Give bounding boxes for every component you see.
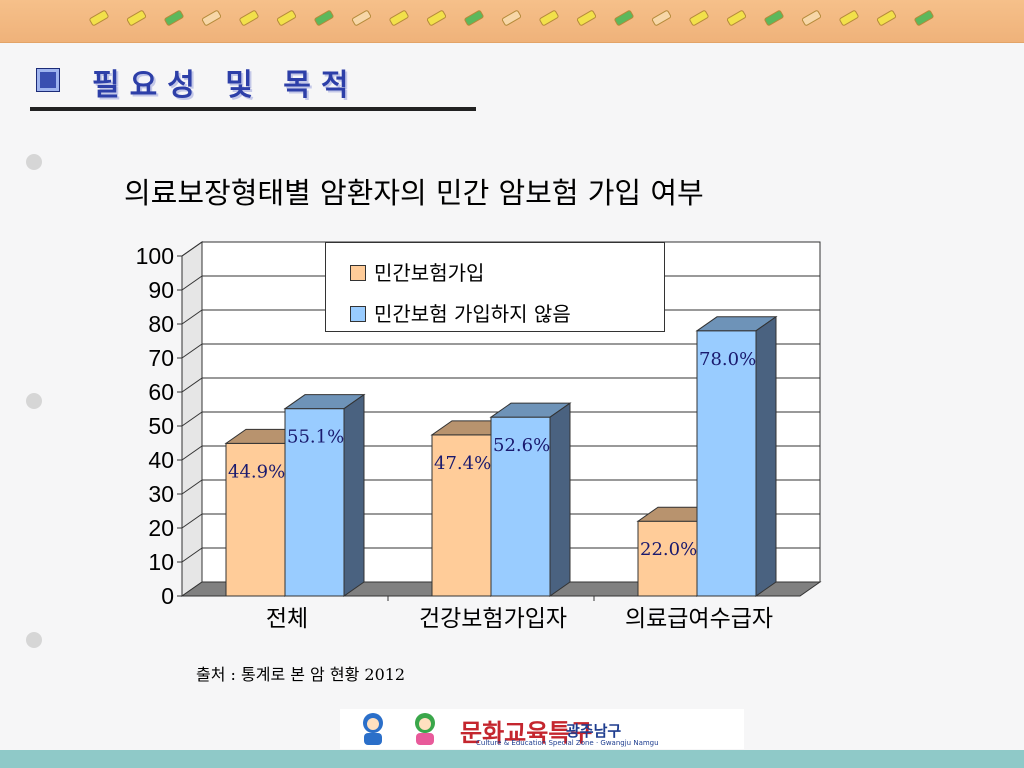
legend-label-insured: 민간보험가입 xyxy=(374,261,485,285)
bar-side-face xyxy=(755,315,777,597)
logo-sub-text: 광주남구 xyxy=(566,722,622,740)
gridline-side xyxy=(181,411,203,427)
pencil-icon xyxy=(651,10,672,26)
bullet-dot xyxy=(26,154,42,170)
pencil-icon xyxy=(164,10,184,26)
pencil-icon xyxy=(726,10,747,26)
pencil-icon xyxy=(89,10,109,26)
title-underline xyxy=(30,107,476,111)
bullet-dot xyxy=(26,632,42,648)
y-tick-label: 60 xyxy=(148,379,174,405)
pencil-icon xyxy=(576,10,597,26)
data-label: 47.4% xyxy=(434,453,491,474)
gridline-side xyxy=(181,241,203,257)
bullet-dot xyxy=(26,393,42,409)
y-tick-label: 80 xyxy=(148,311,174,337)
pencil-icon xyxy=(764,10,784,26)
pencil-icon xyxy=(801,10,822,26)
gridline-side xyxy=(181,309,203,325)
bar-not-insured xyxy=(696,330,757,597)
section-title: 필요성 및 목적 xyxy=(92,68,359,103)
x-category-label: 전체 xyxy=(266,606,308,632)
y-tick-label: 0 xyxy=(161,583,174,609)
data-label: 52.6% xyxy=(493,435,550,456)
pencil-icon xyxy=(689,10,709,26)
data-label: 78.0% xyxy=(699,349,756,370)
header-band xyxy=(0,0,1024,43)
bar-insured xyxy=(637,520,698,597)
gridline-side xyxy=(181,445,203,461)
pencil-icon xyxy=(351,10,372,26)
pencil-icon xyxy=(239,10,259,26)
bar-side-face xyxy=(549,402,571,597)
gridline-side xyxy=(181,479,203,495)
pencil-icon xyxy=(201,10,222,26)
legend-item-not-insured: 민간보험 가입하지 않음 xyxy=(350,298,571,327)
x-category-label: 의료급여수급자 xyxy=(625,606,773,632)
y-tick-label: 40 xyxy=(148,447,174,473)
pencil-icon xyxy=(276,10,297,26)
bar-side-face xyxy=(343,393,365,597)
y-tick-label: 50 xyxy=(148,413,174,439)
pencil-icon xyxy=(539,10,559,26)
mascot-boy-icon xyxy=(363,713,383,745)
chart-title: 의료보장형태별 암환자의 민간 암보험 가입 여부 xyxy=(124,176,704,210)
pencil-icon xyxy=(914,10,934,26)
legend-swatch-not-insured xyxy=(350,306,366,322)
data-label: 22.0% xyxy=(640,539,697,560)
gridline-side xyxy=(181,377,203,393)
district-logo: 문화교육특구 광주남구 Culture & Education Special … xyxy=(340,709,744,749)
source-note: 출처 : 통계로 본 암 현황 2012 xyxy=(196,665,406,684)
gridline-side xyxy=(181,547,203,563)
x-category-label: 건강보험가입자 xyxy=(419,606,567,632)
bar-insured xyxy=(225,442,286,597)
pencil-icon xyxy=(876,10,897,26)
data-label: 44.9% xyxy=(228,461,285,482)
pencil-icon xyxy=(126,10,147,26)
y-tick-label: 70 xyxy=(148,345,174,371)
logo-english-text: Culture & Education Special Zone · Gwang… xyxy=(476,739,659,747)
chart-legend: 민간보험가입 민간보험 가입하지 않음 xyxy=(325,242,665,332)
pencil-icon xyxy=(389,10,409,26)
gridline-side xyxy=(181,275,203,291)
bar-not-insured xyxy=(284,408,345,597)
y-tick-label: 20 xyxy=(148,515,174,541)
legend-item-insured: 민간보험가입 xyxy=(350,257,484,286)
gridline-side xyxy=(181,343,203,359)
mascot-girl-icon xyxy=(415,713,435,745)
y-tick-label: 90 xyxy=(148,277,174,303)
footer-band xyxy=(0,750,1024,768)
legend-label-not-insured: 민간보험 가입하지 않음 xyxy=(374,302,571,326)
data-label: 55.1% xyxy=(287,427,344,448)
pencil-icon xyxy=(501,10,522,26)
legend-swatch-insured xyxy=(350,265,366,281)
pencil-icon xyxy=(614,10,634,26)
pencil-icon xyxy=(839,10,859,26)
logo-main-text: 문화교육특구 xyxy=(460,719,593,747)
pencil-icon xyxy=(314,10,334,26)
pencil-icon xyxy=(464,10,484,26)
title-square-icon xyxy=(36,68,60,92)
gridline-side xyxy=(181,513,203,529)
pencil-pattern-decoration xyxy=(89,10,934,26)
y-tick-label: 100 xyxy=(136,243,174,269)
y-tick-label: 10 xyxy=(148,549,174,575)
pencil-icon xyxy=(426,10,447,26)
y-tick-label: 30 xyxy=(148,481,174,507)
